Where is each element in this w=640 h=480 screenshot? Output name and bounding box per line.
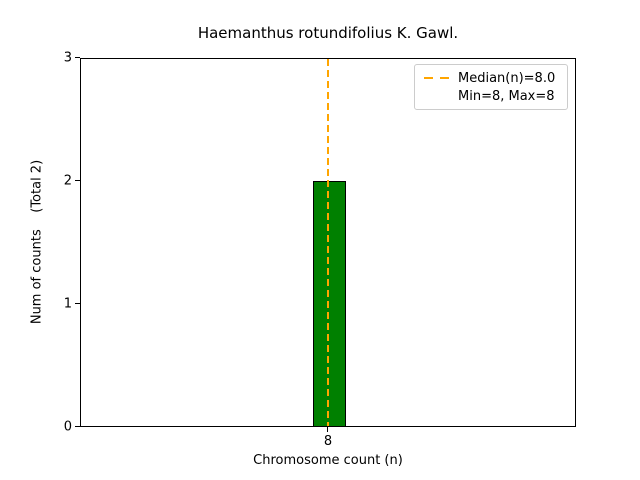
legend-empty-handle [424, 95, 451, 97]
x-tick-mark-8 [327, 427, 328, 432]
y-tick-label-1: 1 [63, 296, 72, 312]
y-tick-label-0: 0 [63, 419, 72, 435]
median-line [327, 59, 329, 426]
chart-title: Haemanthus rotundifolius K. Gawl. [197, 24, 459, 42]
plot-area [80, 58, 576, 427]
y-axis-label: Num of counts (Total 2) [29, 159, 45, 325]
y-tick-label-3: 3 [63, 50, 72, 66]
x-axis-label: Chromosome count (n) [253, 453, 403, 468]
median-dashed-line-icon [424, 77, 451, 79]
y-tick-mark-1 [75, 303, 80, 304]
legend-label-minmax: Min=8, Max=8 [458, 88, 555, 104]
y-tick-mark-0 [75, 426, 80, 427]
x-tick-label-8: 8 [323, 434, 333, 449]
y-tick-mark-3 [75, 57, 80, 58]
legend-row-median: Median(n)=8.0 [424, 69, 560, 87]
legend-label-median: Median(n)=8.0 [458, 70, 556, 86]
y-tick-mark-2 [75, 180, 80, 181]
legend-row-minmax: Min=8, Max=8 [424, 87, 560, 105]
y-tick-label-2: 2 [63, 173, 72, 189]
legend: Median(n)=8.0 Min=8, Max=8 [414, 64, 568, 110]
bar [313, 181, 346, 426]
